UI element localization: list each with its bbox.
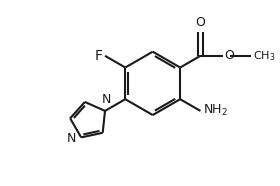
Text: N: N [67,132,76,145]
Text: O: O [195,16,206,29]
Text: N: N [102,93,111,106]
Text: NH$_2$: NH$_2$ [203,103,228,118]
Text: O: O [225,49,235,62]
Text: CH$_3$: CH$_3$ [253,49,275,63]
Text: F: F [95,49,103,63]
